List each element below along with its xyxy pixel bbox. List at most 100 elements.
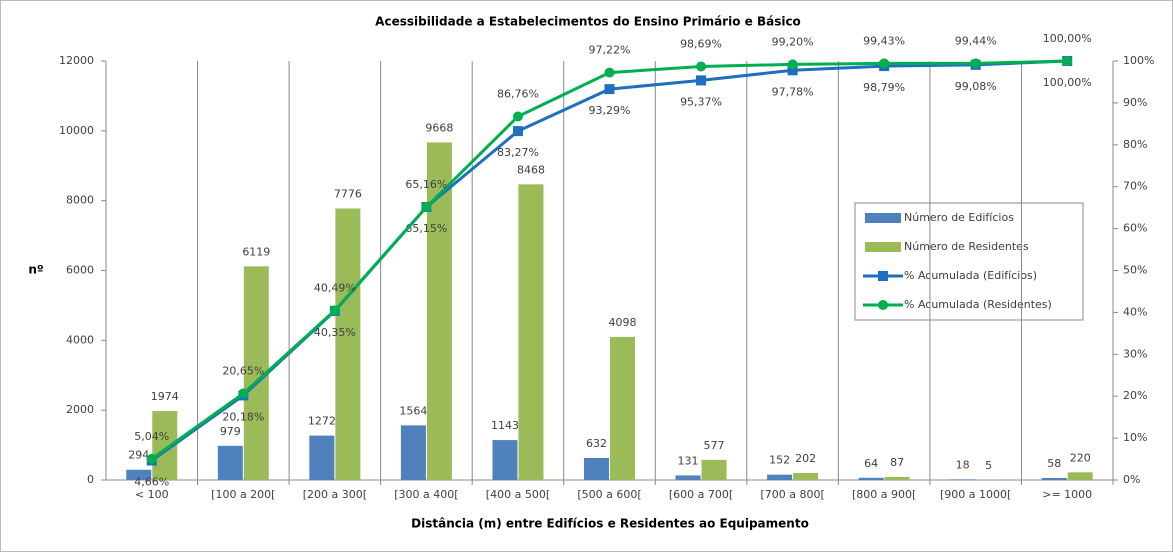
y-tick-label: 12000: [59, 54, 94, 67]
line-value-label: 97,22%: [589, 44, 631, 57]
bar-value-label: 294: [128, 449, 149, 462]
bar-value-label: 1272: [308, 415, 336, 428]
bar: [309, 436, 334, 480]
marker: [238, 388, 248, 398]
legend-label: % Acumulada (Edifícios): [904, 269, 1037, 282]
bar-value-label: 6119: [242, 245, 270, 258]
line-value-label: 83,27%: [497, 146, 539, 159]
x-tick-label: [700 a 800[: [760, 488, 824, 501]
marker: [513, 126, 523, 136]
x-tick-label: [500 a 600[: [577, 488, 641, 501]
line-value-label: 99,20%: [772, 35, 814, 48]
x-axis-title: Distância (m) entre Edifícios e Resident…: [411, 517, 809, 531]
bar-value-label: 1564: [399, 404, 427, 417]
legend-swatch: [865, 213, 901, 223]
bar: [793, 473, 818, 480]
bar-value-label: 7776: [334, 187, 362, 200]
bar-value-label: 202: [795, 452, 816, 465]
x-tick-label: [400 a 500[: [486, 488, 550, 501]
bar-value-label: 220: [1070, 451, 1091, 464]
x-tick-label: [100 a 200[: [211, 488, 275, 501]
y2-tick-label: 0%: [1123, 473, 1140, 486]
bar-value-label: 5: [985, 459, 992, 472]
line-value-label: 86,76%: [497, 87, 539, 100]
bar: [492, 440, 517, 480]
marker: [605, 84, 615, 94]
chart-title: Acessibilidade a Estabelecimentos do Ens…: [375, 15, 801, 29]
legend-label: Número de Residentes: [904, 240, 1029, 253]
x-tick-label: [300 a 400[: [394, 488, 458, 501]
marker: [421, 202, 431, 212]
y2-tick-label: 90%: [1123, 96, 1147, 109]
legend: Número de Edifícios Número de Residentes%…: [855, 203, 1083, 320]
marker: [971, 58, 981, 68]
bar: [584, 458, 609, 480]
y-tick-label: 0: [87, 473, 94, 486]
line-value-label: 97,78%: [772, 85, 814, 98]
bar: [401, 425, 426, 480]
bar: [676, 475, 701, 480]
y2-tick-label: 30%: [1123, 347, 1147, 360]
bar: [1042, 478, 1067, 480]
bar: [218, 446, 243, 480]
y2-tick-label: 80%: [1123, 138, 1147, 151]
legend-swatch: [865, 242, 901, 252]
line-value-label: 65,16%: [405, 178, 447, 191]
y-axis-title: nº: [28, 263, 44, 277]
line-value-label: 95,37%: [680, 95, 722, 108]
x-tick-label: [800 a 900[: [852, 488, 916, 501]
marker: [1062, 56, 1072, 66]
line-value-label: 99,08%: [955, 80, 997, 93]
marker: [696, 61, 706, 71]
bar: [885, 477, 910, 480]
bar: [767, 475, 792, 480]
y2-tick-label: 60%: [1123, 222, 1147, 235]
line-value-label: 99,44%: [955, 34, 997, 47]
bar-value-label: 1143: [491, 419, 519, 432]
legend-label: % Acumulada (Residentes): [904, 298, 1052, 311]
bar: [610, 337, 635, 480]
line-value-label: 93,29%: [589, 104, 631, 117]
y2-tick-label: 70%: [1123, 180, 1147, 193]
bar: [950, 479, 975, 480]
line-value-label: 100,00%: [1043, 76, 1092, 89]
bar-value-label: 4098: [609, 316, 637, 329]
bar: [518, 184, 543, 480]
y2-tick-label: 10%: [1123, 431, 1147, 444]
x-tick-label: [200 a 300[: [303, 488, 367, 501]
line-value-label: 5,04%: [134, 430, 169, 443]
marker: [879, 58, 889, 68]
marker: [513, 111, 523, 121]
marker: [147, 454, 157, 464]
legend-label: Número de Edifícios: [904, 211, 1014, 224]
line-value-label: 20,18%: [222, 410, 264, 423]
marker: [605, 68, 615, 78]
line-value-label: 40,35%: [314, 326, 356, 339]
bar-value-label: 1974: [151, 390, 179, 403]
y-tick-label: 4000: [66, 333, 94, 346]
bar-value-label: 979: [220, 425, 241, 438]
line-value-label: 98,69%: [680, 37, 722, 50]
x-tick-label: [900 a 1000[: [940, 488, 1011, 501]
bar: [335, 208, 360, 480]
bar-value-label: 18: [956, 458, 970, 471]
x-tick-label: >= 1000: [1042, 488, 1092, 501]
line-value-label: 100,00%: [1043, 32, 1092, 45]
bar: [1068, 472, 1093, 480]
bar: [702, 460, 727, 480]
y2-tick-label: 50%: [1123, 264, 1147, 277]
y-tick-label: 2000: [66, 403, 94, 416]
bar-value-label: 58: [1047, 457, 1061, 470]
bar-value-label: 9668: [425, 121, 453, 134]
bar-value-label: 131: [678, 454, 699, 467]
line-value-label: 20,65%: [222, 364, 264, 377]
line-value-label: 99,43%: [863, 34, 905, 47]
bar-value-label: 152: [769, 454, 790, 467]
y-tick-label: 8000: [66, 194, 94, 207]
marker: [696, 75, 706, 85]
legend-marker: [878, 300, 888, 310]
bar-value-label: 632: [586, 437, 607, 450]
y2-tick-label: 20%: [1123, 389, 1147, 402]
marker: [788, 59, 798, 69]
